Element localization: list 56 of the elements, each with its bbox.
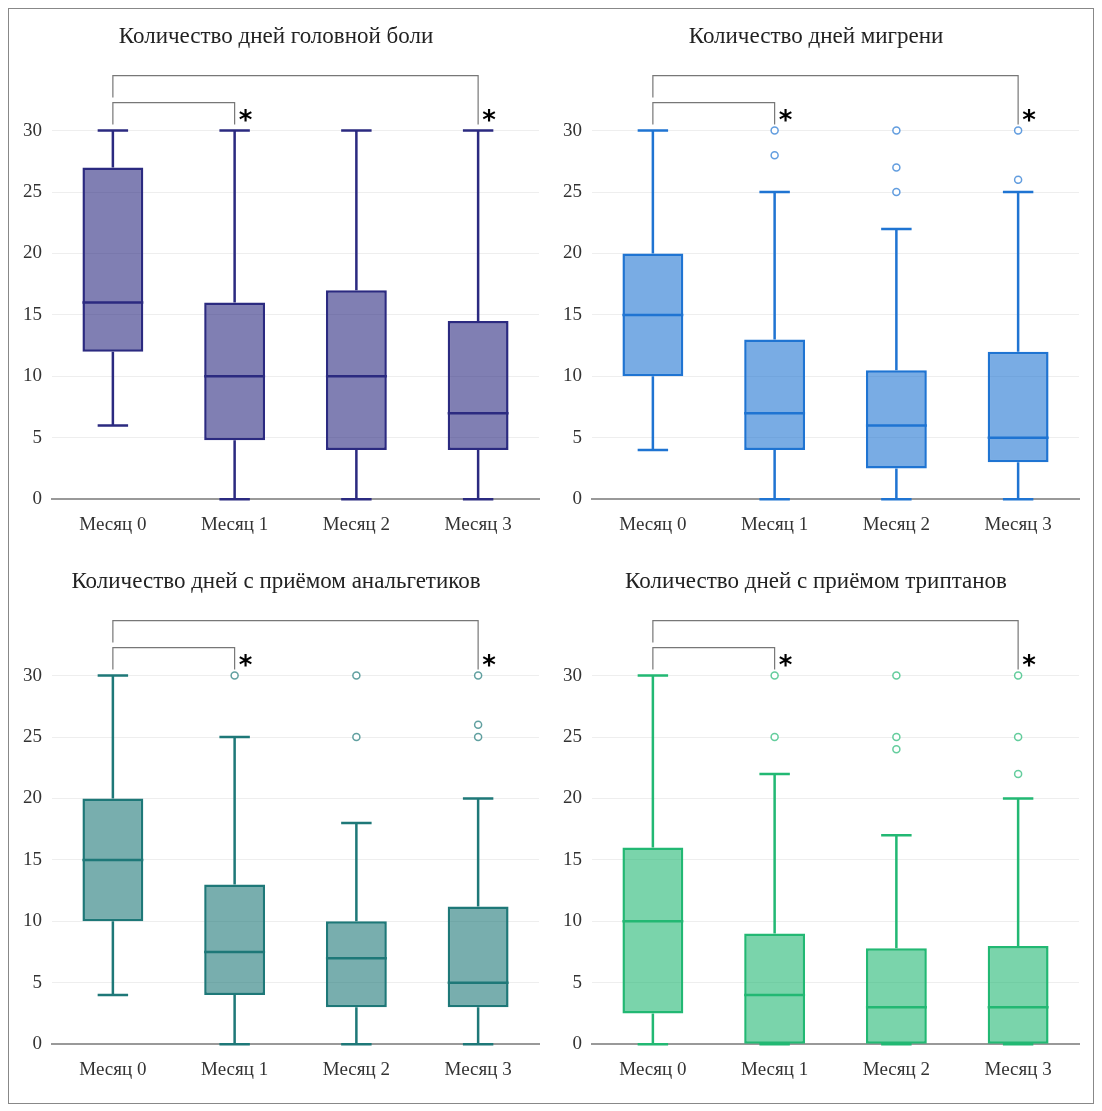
y-tick-label: 30 <box>23 663 42 685</box>
y-tick-label: 5 <box>32 970 42 992</box>
y-tick-label: 25 <box>563 180 582 202</box>
y-tick-label: 5 <box>572 970 582 992</box>
y-tick-label: 0 <box>32 1032 42 1054</box>
chart-title: Количество дней с приёмом триптанов <box>625 567 1008 593</box>
x-tick-label: Месяц 3 <box>444 512 512 534</box>
x-tick-label: Месяц 3 <box>984 1057 1052 1079</box>
x-tick-label: Месяц 1 <box>741 1057 809 1079</box>
x-tick-label: Месяц 2 <box>322 1057 390 1079</box>
y-tick-label: 0 <box>572 487 582 509</box>
x-tick-label: Месяц 2 <box>862 1057 930 1079</box>
y-tick-label: 20 <box>563 786 582 808</box>
annotation: * <box>778 105 793 136</box>
y-tick-label: 30 <box>563 118 582 140</box>
x-tick-label: Месяц 1 <box>741 512 809 534</box>
x-tick-label: Месяц 2 <box>862 512 930 534</box>
y-tick-label: 15 <box>23 302 42 324</box>
y-tick-label: 20 <box>563 241 582 263</box>
x-tick-label: Месяц 3 <box>984 512 1052 534</box>
y-tick-label: 10 <box>23 909 42 931</box>
annotation: * <box>482 650 497 681</box>
x-tick-label: Месяц 0 <box>79 1057 147 1079</box>
x-tick-label: Месяц 0 <box>619 1057 687 1079</box>
y-tick-label: 5 <box>572 425 582 447</box>
x-tick-label: Месяц 0 <box>79 512 147 534</box>
chart-title: Количество дней головной боли <box>118 22 434 48</box>
annotation: * <box>778 650 793 681</box>
chart-title: Количество дней с приёмом анальгетиков <box>71 567 481 593</box>
annotation: * <box>482 105 497 136</box>
y-tick-label: 15 <box>563 302 582 324</box>
annotation: * <box>238 650 253 681</box>
chart-title: Количество дней мигрени <box>688 22 944 48</box>
y-tick-label: 25 <box>23 725 42 747</box>
y-tick-label: 30 <box>23 118 42 140</box>
y-tick-label: 10 <box>23 364 42 386</box>
y-tick-label: 10 <box>563 364 582 386</box>
y-tick-label: 25 <box>23 180 42 202</box>
x-tick-label: Месяц 3 <box>444 1057 512 1079</box>
x-tick-label: Месяц 2 <box>322 512 390 534</box>
y-tick-label: 20 <box>23 786 42 808</box>
y-tick-label: 5 <box>32 425 42 447</box>
annotation: * <box>238 105 253 136</box>
x-tick-label: Месяц 1 <box>201 512 269 534</box>
x-tick-label: Месяц 0 <box>619 512 687 534</box>
y-tick-label: 15 <box>563 847 582 869</box>
y-tick-label: 15 <box>23 847 42 869</box>
annotation: * <box>1022 105 1037 136</box>
y-tick-label: 0 <box>32 487 42 509</box>
annotation: * <box>1022 650 1037 681</box>
y-tick-label: 25 <box>563 725 582 747</box>
y-tick-label: 30 <box>563 663 582 685</box>
x-tick-label: Месяц 1 <box>201 1057 269 1079</box>
y-tick-label: 20 <box>23 241 42 263</box>
y-tick-label: 0 <box>572 1032 582 1054</box>
y-tick-label: 10 <box>563 909 582 931</box>
